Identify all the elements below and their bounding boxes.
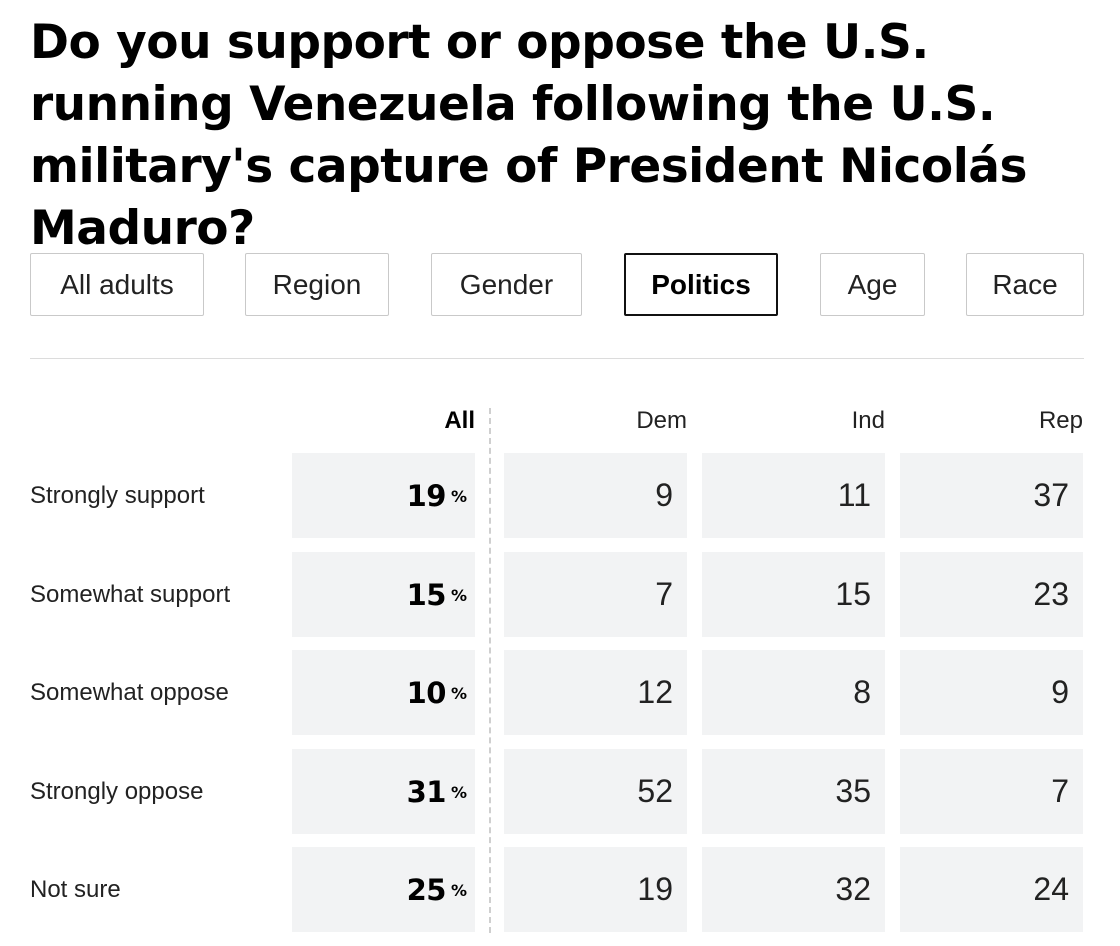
percent-sign: % [450,487,467,506]
value-rep: 23 [900,552,1083,637]
value-dem: 7 [504,552,687,637]
chart-title: Do you support or oppose the U.S. runnin… [30,15,1028,256]
column-header-ind: Ind [851,407,885,434]
value-dem: 19 [504,847,687,932]
row-label: Strongly oppose [30,778,204,805]
value-ind: 15 [702,552,885,637]
value-ind: 35 [702,749,885,834]
tab-politics[interactable]: Politics [624,253,778,316]
value-rep: 37 [900,453,1083,538]
value-rep: 24 [900,847,1083,932]
column-separator [489,408,491,933]
value-dem: 52 [504,749,687,834]
value-dem: 9 [504,453,687,538]
section-divider [30,358,1084,359]
column-header-dem: Dem [636,407,687,434]
tab-race[interactable]: Race [966,253,1084,316]
value-ind: 11 [702,453,885,538]
cell-all: 31% [292,749,475,834]
value-all: 19 [406,478,447,513]
tab-gender[interactable]: Gender [431,253,582,316]
value-rep: 7 [900,749,1083,834]
percent-sign: % [450,881,467,900]
tab-age[interactable]: Age [820,253,925,316]
breakdown-tabs: All adults Region Gender Politics Age Ra… [30,253,1084,316]
cell-all: 10% [292,650,475,735]
value-ind: 32 [702,847,885,932]
value-all: 10 [406,675,447,710]
percent-sign: % [450,684,467,703]
value-ind: 8 [702,650,885,735]
row-label: Somewhat oppose [30,679,229,706]
percent-sign: % [450,783,467,802]
row-label: Strongly support [30,482,205,509]
cell-all: 19% [292,453,475,538]
row-label: Not sure [30,876,121,903]
row-label: Somewhat support [30,581,231,608]
value-rep: 9 [900,650,1083,735]
value-dem: 12 [504,650,687,735]
column-header-all: All [444,407,475,434]
cell-all: 25% [292,847,475,932]
value-all: 31 [406,774,447,809]
tab-all-adults[interactable]: All adults [30,253,204,316]
cell-all: 15% [292,552,475,637]
tab-region[interactable]: Region [245,253,389,316]
column-header-rep: Rep [1038,407,1083,434]
percent-sign: % [450,586,467,605]
value-all: 25 [406,872,447,907]
value-all: 15 [406,577,447,612]
